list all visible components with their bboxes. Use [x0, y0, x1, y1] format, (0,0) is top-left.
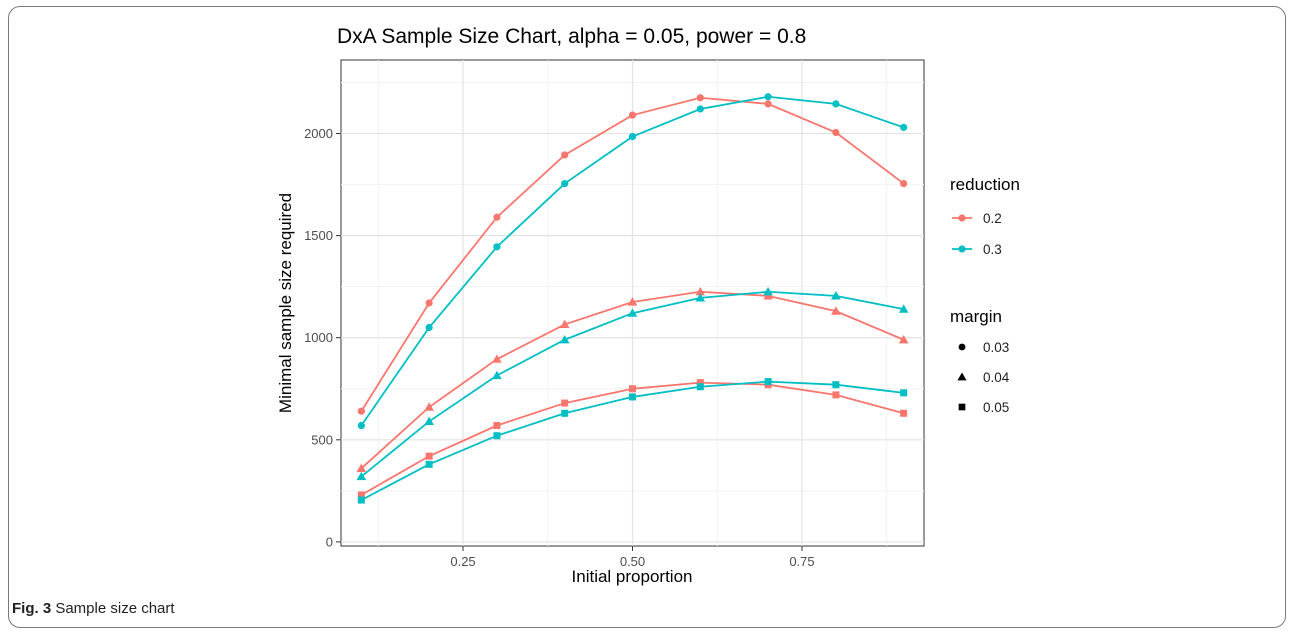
- data-point: [561, 151, 569, 159]
- series-reduction-0.3-margin-0.05: [357, 378, 908, 504]
- series-reduction-0.2-margin-0.03: [357, 94, 908, 415]
- legend-item-label: 0.2: [983, 211, 1002, 226]
- data-point: [493, 213, 501, 221]
- series-reduction-0.3-margin-0.03: [357, 93, 908, 430]
- data-point: [356, 471, 367, 481]
- series-layer: [356, 93, 909, 504]
- data-point: [898, 304, 909, 313]
- figure-caption-text: Sample size chart: [51, 600, 175, 617]
- series-reduction-0.3-margin-0.04: [356, 286, 909, 481]
- legend-key-marker: [958, 245, 966, 253]
- data-point: [357, 421, 365, 430]
- data-point: [696, 383, 704, 391]
- data-point: [357, 491, 365, 499]
- legend-item-label: 0.03: [983, 340, 1009, 355]
- legend-reduction-title: reduction: [950, 175, 1020, 194]
- data-point: [898, 334, 909, 344]
- legend-key-marker: [958, 214, 966, 222]
- sample-size-chart: 0.25 0.50 0.75 0 500 1000 1500 2000 DxA Sample …: [276, 25, 1020, 586]
- legend-key-marker: [958, 343, 966, 351]
- data-point: [764, 378, 772, 386]
- data-point: [493, 243, 501, 251]
- data-point: [561, 179, 569, 188]
- chart-title: DxA Sample Size Chart, alpha = 0.05, pow…: [337, 25, 806, 48]
- data-point: [356, 463, 367, 473]
- data-point: [900, 179, 908, 188]
- data-point: [628, 111, 637, 119]
- data-point: [831, 306, 841, 315]
- data-point: [764, 93, 772, 101]
- y-tick-label: 2000: [304, 126, 333, 141]
- legend-key-marker: [958, 403, 966, 411]
- axes-layer: 0.25 0.50 0.75 0 500 1000 1500 2000: [304, 126, 815, 569]
- data-point: [696, 94, 704, 102]
- legend-item-label: 0.04: [983, 370, 1010, 385]
- data-point: [493, 422, 501, 430]
- data-point: [561, 409, 569, 417]
- x-tick-label: 0.75: [789, 554, 814, 569]
- data-point: [900, 389, 908, 397]
- x-tick-label: 0.25: [450, 554, 475, 569]
- figure-label: Fig. 3: [12, 600, 52, 617]
- data-point: [696, 379, 704, 387]
- data-point: [425, 452, 433, 460]
- data-point: [357, 407, 365, 415]
- data-point: [628, 132, 637, 141]
- data-point: [424, 402, 434, 411]
- data-point: [764, 100, 772, 108]
- y-tick-label: 500: [311, 432, 333, 447]
- legend-item-label: 0.05: [983, 400, 1009, 415]
- data-point: [425, 460, 433, 468]
- y-tick-label: 1500: [304, 228, 333, 243]
- data-point: [629, 393, 636, 401]
- data-point: [425, 323, 433, 332]
- legend: reduction 0.2 0.3 margin 0.03 0.04 0.05: [950, 175, 1020, 415]
- data-point: [695, 286, 706, 296]
- data-point: [695, 293, 706, 302]
- data-point: [492, 354, 502, 363]
- data-point: [561, 399, 569, 407]
- data-point: [627, 297, 638, 306]
- y-tick-label: 0: [326, 534, 333, 549]
- data-point: [627, 308, 638, 317]
- data-point: [425, 299, 433, 307]
- figure-caption: Fig. 3 Sample size chart: [12, 600, 175, 617]
- data-point: [696, 105, 704, 113]
- data-point: [559, 334, 570, 344]
- data-point: [832, 391, 840, 399]
- data-point: [763, 286, 773, 296]
- data-point: [832, 100, 840, 108]
- x-axis-label: Initial proportion: [572, 567, 693, 586]
- data-point: [900, 409, 908, 417]
- data-point: [629, 385, 636, 393]
- y-axis-label: Minimal sample size required: [276, 193, 295, 413]
- legend-margin-title: margin: [950, 307, 1002, 326]
- data-point: [832, 128, 840, 137]
- data-point: [493, 432, 501, 440]
- legend-key-marker: [957, 372, 967, 381]
- legend-item-label: 0.3: [983, 242, 1002, 257]
- data-point: [424, 416, 434, 426]
- series-reduction-0.2-margin-0.04: [356, 286, 909, 473]
- data-point: [832, 381, 840, 389]
- data-point: [900, 123, 908, 131]
- data-point: [831, 291, 841, 300]
- data-point: [357, 496, 365, 504]
- data-point: [559, 319, 570, 329]
- data-point: [492, 370, 502, 380]
- figure-frame: [8, 6, 1286, 628]
- y-tick-label: 1000: [304, 330, 333, 345]
- x-tick-label: 0.50: [620, 554, 645, 569]
